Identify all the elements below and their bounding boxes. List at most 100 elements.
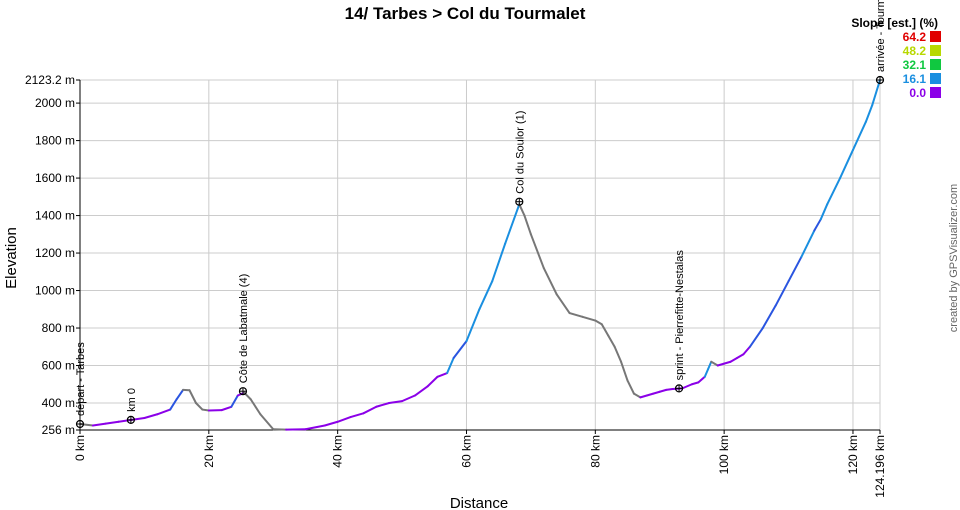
x-tick-label: 60 km: [459, 435, 473, 468]
waypoint-label: arrivée - Tourmalet: [875, 0, 887, 72]
profile-segment: [504, 203, 521, 245]
profile-segment: [600, 323, 610, 337]
profile-segment: [864, 103, 874, 123]
waypoints: départ - Tarbes km 0 Côte de Labatmale (4)…: [75, 0, 887, 429]
profile-segment: [710, 360, 719, 367]
y-tick-label: 800 m: [42, 321, 75, 335]
waypoint-label: Col du Soulor (1): [514, 111, 526, 194]
profile-segment: [304, 424, 326, 431]
profile-segment: [645, 392, 655, 397]
profile-segment: [249, 398, 262, 416]
plot-area: [79, 80, 880, 431]
y-tick-label: 2123.2 m: [25, 73, 75, 87]
profile-segment: [787, 255, 803, 283]
legend-swatch: [930, 59, 941, 70]
y-axis: 256 m 400 m 600 m 800 m 1000 m 1200 m 1400 m 16…: [25, 73, 80, 437]
profile-segment: [91, 422, 107, 427]
slope-legend: Slope [est.] (%) 64.248.232.116.10.0: [851, 16, 941, 100]
profile-segment: [839, 148, 854, 180]
profile-segment: [220, 405, 233, 412]
chart-title: 14/ Tarbes > Col du Tourmalet: [345, 4, 586, 23]
profile-segment: [529, 233, 545, 270]
profile-segment: [201, 408, 210, 412]
legend-value: 16.1: [903, 72, 927, 86]
x-tick-label: 120 km: [846, 435, 860, 474]
legend-value: 48.2: [903, 44, 927, 58]
profile-segment: [723, 360, 732, 365]
profile-segment: [652, 390, 661, 395]
elevation-profile: [79, 79, 881, 431]
profile-segment: [436, 372, 449, 378]
profile-segment: [690, 381, 700, 386]
legend-swatch: [930, 31, 941, 42]
y-tick-label: 1600 m: [35, 171, 75, 185]
profile-segment: [665, 387, 674, 391]
profile-segment: [388, 400, 404, 405]
profile-segment: [729, 357, 739, 363]
waypoint-label: sprint - Pierrefitte-Nestalas: [674, 250, 686, 381]
waypoint-label: km 0: [126, 388, 138, 412]
y-tick-label: 600 m: [42, 359, 75, 373]
profile-segment: [639, 394, 648, 399]
x-tick-label: 20 km: [202, 435, 216, 468]
y-tick-label: 1800 m: [35, 134, 75, 148]
profile-segment: [401, 394, 416, 403]
profile-segment: [620, 360, 629, 382]
legend-value: 32.1: [903, 58, 927, 72]
profile-segment: [143, 413, 159, 420]
profile-segment: [156, 408, 172, 416]
y-axis-title: Elevation: [3, 227, 20, 289]
legend-value: 0.0: [909, 86, 926, 100]
profile-segment: [323, 420, 339, 427]
y-tick-label: 256 m: [42, 423, 75, 437]
profile-segment: [523, 214, 532, 236]
y-tick-label: 1200 m: [35, 246, 75, 260]
profile-segment: [697, 375, 706, 384]
profile-segment: [632, 392, 642, 399]
profile-segment: [452, 340, 468, 360]
profile-segment: [465, 308, 481, 343]
profile-segment: [851, 120, 867, 151]
profile-segment: [259, 413, 275, 431]
y-tick-label: 1400 m: [35, 209, 75, 223]
profile-segment: [626, 379, 635, 395]
profile-segment: [426, 375, 439, 388]
credit-text: created by GPSVisualizer.com: [948, 184, 960, 332]
profile-segment: [761, 304, 777, 330]
profile-segment: [230, 394, 239, 408]
profile-segment: [194, 402, 204, 411]
profile-segment: [774, 280, 790, 307]
profile-segment: [188, 389, 197, 405]
profile-segment: [336, 416, 352, 423]
y-tick-label: 400 m: [42, 396, 75, 410]
profile-segment: [349, 412, 365, 419]
x-tick-label: 40 km: [331, 435, 345, 468]
profile-segment: [104, 420, 120, 425]
profile-segment: [716, 362, 726, 367]
grid: [79, 79, 881, 431]
waypoint-label: Côte de Labatmale (4): [238, 274, 250, 383]
profile-segment: [826, 177, 842, 206]
profile-segment: [375, 402, 391, 408]
profile-segment: [813, 218, 822, 232]
profile-segment: [175, 388, 185, 401]
profile-segment: [446, 357, 455, 375]
profile-segment: [581, 315, 597, 322]
x-tick-label: 0 km: [73, 435, 87, 461]
profile-segment: [871, 79, 881, 106]
profile-segment: [542, 267, 558, 296]
legend-swatch: [930, 87, 941, 98]
x-axis: 0 km 20 km 40 km 60 km 80 km 100 km 120 km 124.…: [73, 430, 887, 498]
profile-segment: [703, 368, 710, 378]
profile-segment: [607, 334, 616, 348]
profile-segment: [613, 345, 623, 363]
profile-segment: [748, 327, 764, 348]
profile-segment: [819, 203, 829, 221]
profile-segment: [413, 385, 429, 397]
profile-segment: [491, 242, 507, 283]
profile-segment: [362, 405, 378, 415]
y-tick-label: 2000 m: [35, 96, 75, 110]
profile-segment: [594, 319, 603, 326]
profile-segment: [169, 398, 178, 411]
